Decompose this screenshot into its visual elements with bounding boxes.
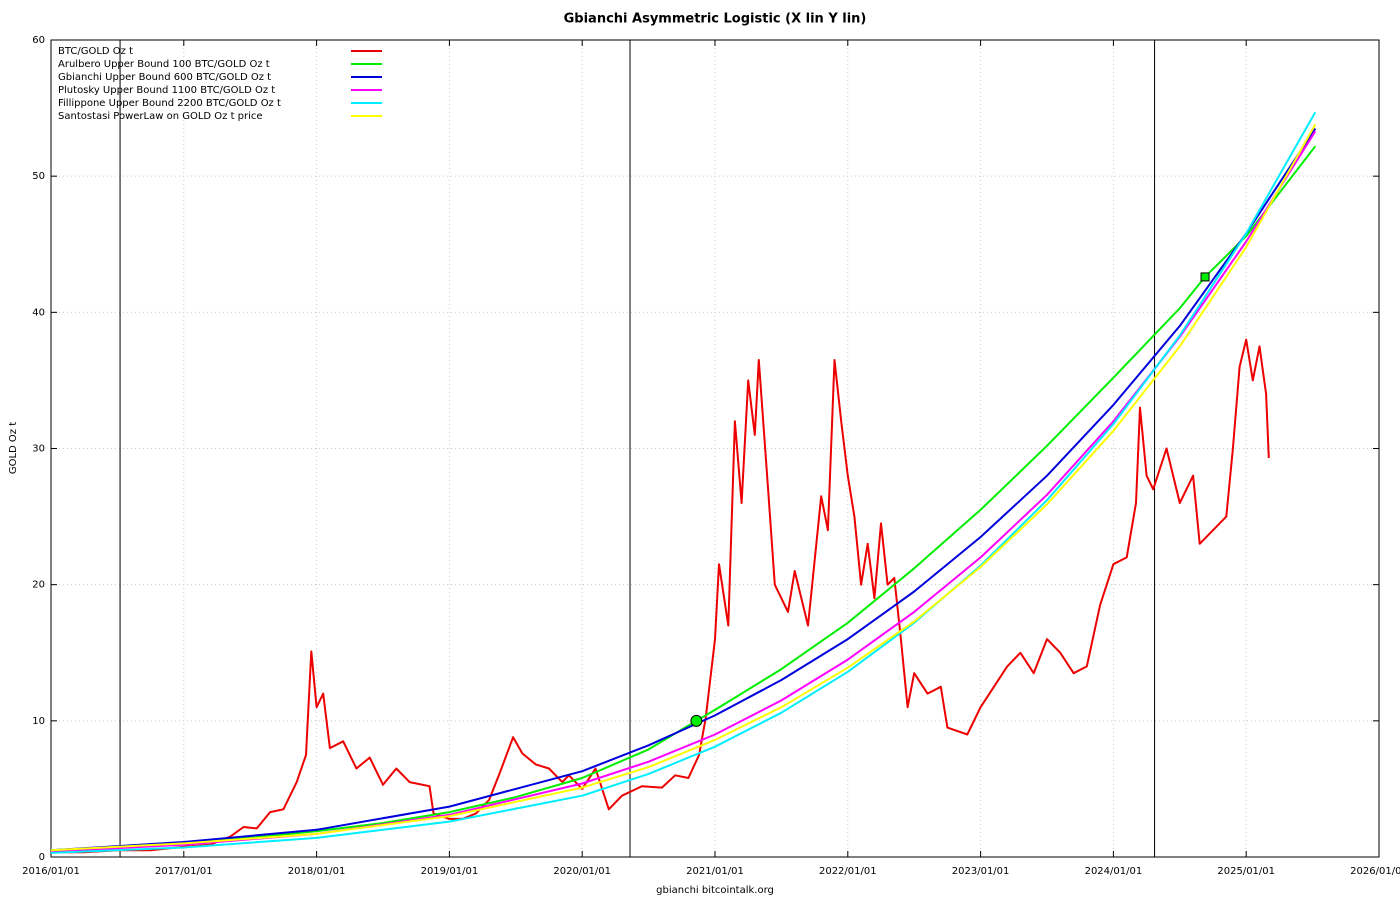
x-tick-label: 2025/01/01 xyxy=(1217,866,1275,877)
y-tick-label: 50 xyxy=(32,171,45,182)
marker-point xyxy=(1200,272,1210,282)
y-tick-label: 20 xyxy=(32,580,45,591)
legend-label: Santostasi PowerLaw on GOLD Oz t price xyxy=(58,111,263,122)
y-tick-label: 60 xyxy=(32,35,45,46)
x-tick-label: 2019/01/01 xyxy=(421,866,479,877)
x-axis-label: gbianchi bitcointalk.org xyxy=(656,885,774,896)
legend-label: Gbianchi Upper Bound 600 BTC/GOLD Oz t xyxy=(58,72,271,83)
x-tick-label: 2021/01/01 xyxy=(686,866,744,877)
y-tick-label: 10 xyxy=(32,716,45,727)
series-line xyxy=(51,338,1270,854)
series-line xyxy=(50,111,1317,854)
x-tick-label: 2020/01/01 xyxy=(553,866,611,877)
y-tick-label: 0 xyxy=(39,852,45,863)
y-tick-label: 40 xyxy=(32,307,45,318)
x-tick-label: 2023/01/01 xyxy=(952,866,1010,877)
x-tick-label: 2024/01/01 xyxy=(1085,866,1143,877)
y-axis-label: GOLD Oz t xyxy=(8,422,19,474)
legend-label: Plutosky Upper Bound 1100 BTC/GOLD Oz t xyxy=(58,85,275,96)
chart-title: Gbianchi Asymmetric Logistic (X lin Y li… xyxy=(564,12,867,27)
plot-frame xyxy=(50,39,1380,858)
legend-label: Arulbero Upper Bound 100 BTC/GOLD Oz t xyxy=(58,59,270,70)
x-tick-label: 2022/01/01 xyxy=(819,866,877,877)
y-tick-label: 30 xyxy=(32,444,45,455)
series-line xyxy=(50,127,1317,852)
marker-point xyxy=(690,714,703,727)
series-line xyxy=(50,123,1317,852)
x-tick-label: 2016/01/01 xyxy=(22,866,80,877)
series-line xyxy=(50,145,1317,852)
series-line xyxy=(50,130,1317,853)
legend-label: BTC/GOLD Oz t xyxy=(58,46,133,57)
x-tick-label: 2017/01/01 xyxy=(155,866,213,877)
x-tick-label: 2026/01/01 xyxy=(1350,866,1400,877)
legend-label: Fillippone Upper Bound 2200 BTC/GOLD Oz … xyxy=(58,98,281,109)
x-tick-label: 2018/01/01 xyxy=(288,866,346,877)
